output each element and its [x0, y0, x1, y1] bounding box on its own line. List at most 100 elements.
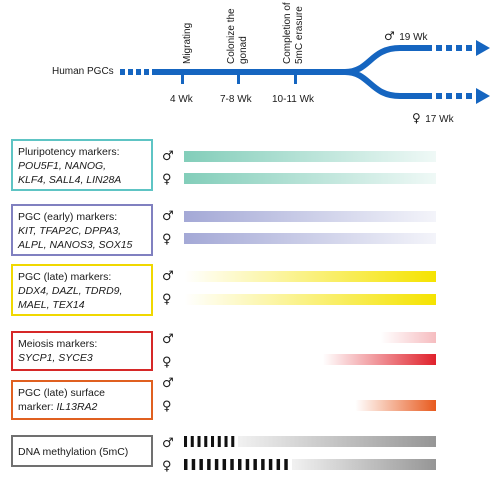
female-branch-label: ♀ 17 Wk	[412, 109, 455, 126]
marker-genes-prefix: marker:	[18, 401, 57, 413]
week-label-10-11wk: 10-11 Wk	[272, 94, 315, 105]
methylation-dash	[268, 459, 273, 470]
marker-group-pgc-early: PGC (early) markers: KIT, TFAP2C, DPPA3,…	[11, 204, 436, 256]
timeline-male-arrowhead	[476, 40, 490, 56]
female-symbol: ♀	[162, 292, 172, 307]
female-symbol: ♀	[162, 355, 172, 370]
methylation-dash	[184, 459, 188, 470]
methylation-fade-bar	[292, 459, 436, 470]
marker-group-pluripotency: Pluripotency markers: POU5F1, NANOG, KLF…	[11, 139, 436, 191]
expression-bar-female	[184, 294, 436, 305]
methylation-dash	[261, 459, 265, 470]
methylation-dash	[199, 459, 203, 470]
marker-title: PGC (early) markers:	[18, 211, 117, 223]
male-branch-symbol: ♂	[384, 29, 395, 43]
methylation-dash	[224, 436, 228, 447]
male-symbol: ♂	[162, 209, 174, 224]
female-symbol: ♀	[162, 172, 172, 187]
marker-box	[11, 380, 153, 420]
male-symbol: ♂	[162, 149, 174, 164]
methylation-bar-male	[184, 436, 436, 447]
expression-bar-male	[184, 377, 436, 388]
timeline-tick-7-8wk	[237, 75, 240, 84]
methylation-dash	[253, 459, 257, 470]
methylation-bar-female	[184, 459, 436, 470]
expression-bar-female	[184, 233, 436, 244]
male-branch-week: 19 Wk	[399, 32, 428, 43]
methylation-fade-bar	[238, 436, 436, 447]
event-label-colonize-line2: gonad	[238, 36, 249, 64]
timeline-dashed-start	[120, 69, 149, 75]
marker-group-pgc-late: PGC (late) markers: DDX4, DAZL, TDRD9, M…	[11, 264, 436, 316]
methylation-dash	[276, 459, 281, 470]
timeline-tick-4wk	[181, 75, 184, 84]
marker-title: Pluripotency markers:	[18, 146, 120, 158]
week-label-4wk: 4 Wk	[170, 94, 194, 105]
marker-box	[11, 435, 153, 467]
marker-genes: SYCP1, SYCE3	[18, 352, 93, 364]
expression-bar-male	[184, 332, 436, 343]
expression-bar-male	[184, 211, 436, 222]
expression-bar-female	[184, 173, 436, 184]
marker-genes: POU5F1, NANOG,	[18, 160, 106, 172]
marker-genes: IL13RA2	[57, 401, 98, 413]
methylation-dash	[211, 436, 215, 447]
methylation-dash	[217, 436, 221, 447]
male-symbol: ♂	[162, 332, 174, 347]
marker-title: PGC (late) surface	[18, 387, 105, 399]
female-symbol: ♀	[162, 399, 172, 414]
expression-bar-female	[184, 400, 436, 411]
methylation-dash	[191, 459, 196, 470]
svg-text:Colonize the: Colonize the	[226, 8, 237, 64]
male-symbol: ♂	[162, 269, 174, 284]
week-label-7-8wk: 7-8 Wk	[220, 94, 253, 105]
female-symbol: ♀	[162, 232, 172, 247]
svg-text:gonad: gonad	[238, 36, 249, 64]
methylation-dash	[204, 436, 208, 447]
marker-genes: DDX4, DAZL, TDRD9,	[18, 285, 122, 297]
event-label-erasure-line2: 5mC erasure	[294, 6, 305, 64]
methylation-dash	[230, 459, 234, 470]
methylation-dash	[190, 436, 194, 447]
marker-box	[11, 264, 153, 316]
timeline-fork	[344, 45, 432, 99]
male-branch-label: ♂ 19 Wk	[384, 27, 429, 44]
marker-title: DNA methylation (5mC)	[18, 446, 128, 458]
svg-text:5mC erasure: 5mC erasure	[294, 6, 305, 64]
methylation-dash	[207, 459, 211, 470]
marker-genes: KLF4, SALL4, LIN28A	[18, 174, 121, 186]
expression-bar-female	[184, 354, 436, 365]
methylation-dash	[284, 459, 288, 470]
methylation-dash	[184, 436, 188, 447]
methylation-dash	[231, 436, 235, 447]
marker-title: Meiosis markers:	[18, 338, 97, 350]
svg-text:Migrating: Migrating	[182, 23, 193, 64]
timeline-female-arrowhead	[476, 88, 490, 104]
marker-title: PGC (late) markers:	[18, 271, 111, 283]
expression-bar-male	[184, 271, 436, 282]
timeline-main-line	[152, 69, 350, 75]
timeline: Human PGCs	[52, 2, 490, 126]
marker-box	[11, 139, 153, 191]
methylation-dash	[245, 459, 250, 470]
marker-group-dna-methylation: DNA methylation (5mC) ♂ ♀	[11, 435, 436, 474]
event-label-colonize: Colonize the	[226, 8, 237, 64]
event-label-migrating: Migrating	[182, 23, 193, 64]
svg-text:Completion of: Completion of	[282, 2, 293, 64]
female-symbol: ♀	[162, 459, 172, 474]
timeline-start-label: Human PGCs	[52, 66, 114, 77]
female-branch-week: 17 Wk	[425, 114, 454, 125]
methylation-dash	[222, 459, 227, 470]
timeline-male-dashes	[436, 45, 472, 51]
female-branch-symbol: ♀	[412, 111, 421, 125]
marker-genes: KIT, TFAP2C, DPPA3,	[18, 225, 121, 237]
marker-genes: MAEL, TEX14	[18, 299, 85, 311]
marker-group-pgc-late-surface: PGC (late) surface marker: IL13RA2 ♂ ♀	[11, 376, 436, 420]
methylation-dash	[214, 459, 219, 470]
methylation-dash	[238, 459, 242, 470]
timeline-tick-10-11wk	[294, 75, 297, 84]
male-symbol: ♂	[162, 436, 174, 451]
male-symbol: ♂	[162, 376, 174, 391]
marker-box	[11, 204, 153, 256]
timeline-female-dashes	[436, 93, 472, 99]
